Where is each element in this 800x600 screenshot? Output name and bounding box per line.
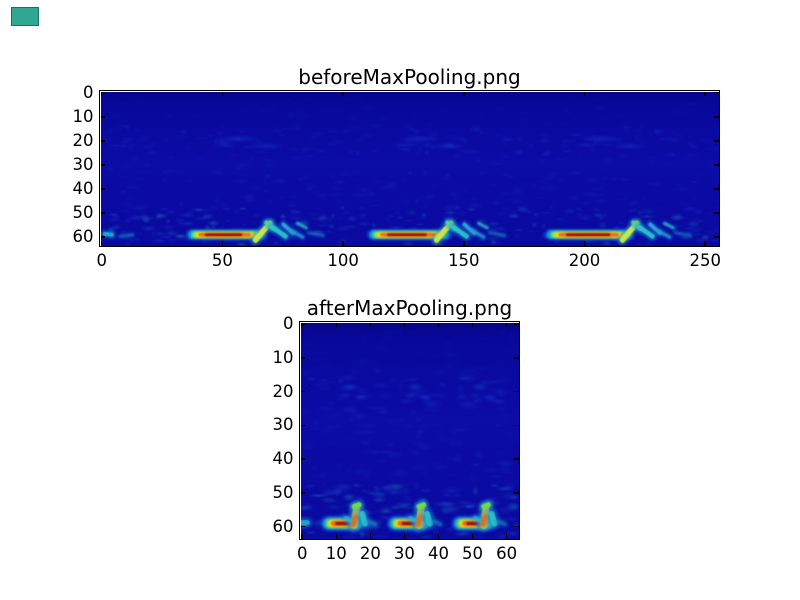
y-tick-mark-left bbox=[300, 492, 305, 494]
x-tick-mark-bottom bbox=[471, 534, 474, 539]
x-tick-mark-bottom bbox=[505, 534, 508, 539]
y-tick-label: 0 bbox=[83, 82, 94, 102]
x-tick-label: 200 bbox=[568, 250, 601, 270]
heatmap-after-image bbox=[300, 322, 519, 539]
x-tick-mark-bottom bbox=[463, 241, 465, 246]
y-tick-mark-left bbox=[300, 390, 305, 393]
y-tick-label: 60 bbox=[272, 516, 294, 536]
y-tick-label: 50 bbox=[272, 482, 294, 502]
y-tick-mark-left bbox=[100, 164, 105, 166]
y-tick-mark-right bbox=[714, 116, 719, 118]
x-tick-mark-bottom bbox=[704, 241, 706, 246]
y-tick-label: 20 bbox=[72, 130, 94, 150]
y-tick-mark-right bbox=[714, 212, 719, 214]
x-tick-mark-top bbox=[335, 322, 338, 327]
x-tick-label: 20 bbox=[359, 543, 381, 563]
y-tick-label: 10 bbox=[272, 347, 294, 367]
y-tick-mark-left bbox=[300, 357, 305, 359]
x-tick-mark-bottom bbox=[342, 241, 344, 246]
y-tick-mark-right bbox=[514, 492, 519, 494]
x-tick-label: 100 bbox=[327, 250, 359, 270]
x-tick-mark-top bbox=[100, 91, 103, 96]
y-tick-label: 60 bbox=[72, 226, 94, 246]
y-tick-label: 30 bbox=[272, 415, 294, 435]
y-tick-label: 20 bbox=[272, 381, 294, 401]
plot-title-before: beforeMaxPooling.png bbox=[298, 64, 521, 89]
y-tick-label: 10 bbox=[72, 106, 94, 126]
y-tick-mark-left bbox=[300, 525, 305, 528]
y-tick-mark-right bbox=[714, 188, 719, 190]
y-tick-mark-right bbox=[514, 424, 519, 427]
y-tick-mark-right bbox=[714, 236, 719, 238]
y-tick-mark-right bbox=[714, 164, 719, 166]
x-tick-label: 150 bbox=[448, 250, 480, 270]
y-tick-mark-left bbox=[100, 140, 105, 142]
x-tick-mark-bottom bbox=[437, 534, 440, 539]
y-tick-mark-left bbox=[100, 212, 105, 214]
x-tick-mark-bottom bbox=[369, 534, 372, 539]
y-tick-mark-right bbox=[514, 458, 519, 460]
x-tick-label: 30 bbox=[393, 543, 415, 563]
x-tick-mark-bottom bbox=[335, 534, 338, 539]
x-tick-label: 250 bbox=[689, 250, 721, 270]
y-tick-mark-right bbox=[714, 140, 719, 142]
x-tick-label: 60 bbox=[496, 543, 518, 563]
x-tick-label: 50 bbox=[211, 250, 233, 270]
x-tick-label: 40 bbox=[427, 543, 449, 563]
y-tick-mark-right bbox=[514, 525, 519, 528]
x-tick-mark-bottom bbox=[221, 241, 224, 246]
y-tick-mark-left bbox=[300, 323, 305, 325]
plot-after-maxpooling: afterMaxPooling.png 0 10 20 30 40 50 60 0 10 20 30… bbox=[273, 296, 520, 561]
y-tick-label: 0 bbox=[283, 313, 294, 333]
x-tick-mark-bottom bbox=[100, 241, 103, 246]
x-tick-mark-top bbox=[583, 91, 586, 96]
y-tick-mark-right bbox=[714, 91, 719, 94]
x-tick-mark-top bbox=[471, 322, 474, 327]
x-tick-label: 10 bbox=[325, 543, 347, 563]
x-tick-mark-top bbox=[221, 91, 224, 96]
x-tick-label: 0 bbox=[96, 250, 107, 270]
y-tick-label: 40 bbox=[72, 178, 94, 198]
y-tick-mark-right bbox=[514, 323, 519, 325]
y-tick-label: 50 bbox=[72, 202, 94, 222]
x-tick-mark-top bbox=[369, 322, 372, 327]
plot-before-maxpooling: beforeMaxPooling.png 0 50 100 150 200 250 0 10 2… bbox=[73, 65, 721, 269]
y-tick-mark-left bbox=[100, 236, 105, 238]
x-tick-label: 0 bbox=[296, 543, 308, 563]
y-tick-label: 40 bbox=[272, 448, 294, 468]
y-tick-mark-left bbox=[300, 458, 305, 460]
y-tick-mark-left bbox=[100, 91, 105, 94]
x-tick-mark-top bbox=[437, 322, 440, 327]
x-tick-label: 50 bbox=[462, 543, 484, 563]
x-tick-mark-bottom bbox=[301, 534, 303, 539]
y-tick-mark-left bbox=[100, 116, 105, 118]
x-tick-mark-bottom bbox=[583, 241, 586, 246]
y-tick-label: 30 bbox=[72, 154, 94, 174]
x-tick-mark-top bbox=[505, 322, 508, 327]
x-tick-mark-top bbox=[403, 322, 406, 327]
heatmap-before-image bbox=[100, 91, 719, 246]
y-tick-mark-left bbox=[100, 188, 105, 190]
x-tick-mark-top bbox=[342, 91, 344, 96]
y-tick-mark-left bbox=[300, 424, 305, 427]
y-tick-mark-right bbox=[514, 390, 519, 393]
x-tick-mark-top bbox=[704, 91, 706, 96]
corner-swatch bbox=[11, 7, 39, 26]
x-tick-mark-bottom bbox=[403, 534, 406, 539]
y-tick-mark-right bbox=[514, 357, 519, 359]
plot-title-after: afterMaxPooling.png bbox=[306, 295, 513, 320]
x-tick-mark-top bbox=[463, 91, 465, 96]
